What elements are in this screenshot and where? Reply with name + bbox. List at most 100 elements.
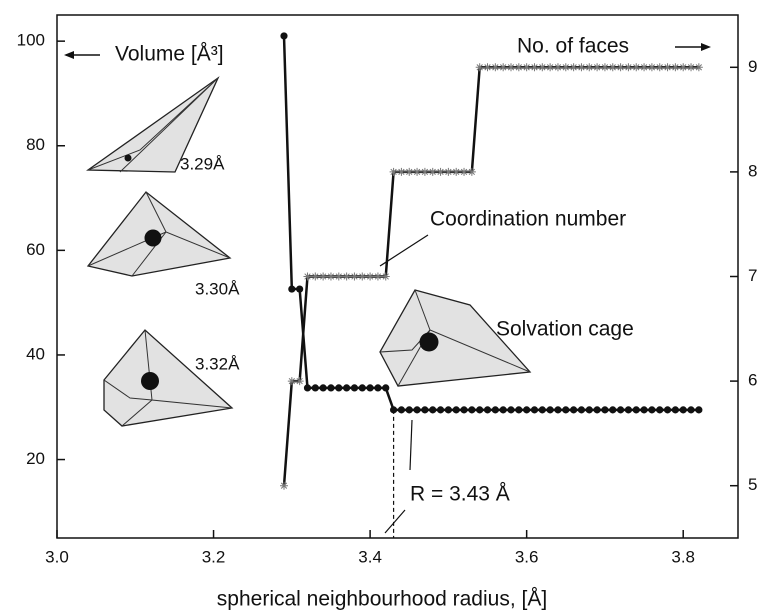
point	[647, 63, 656, 72]
point	[616, 406, 625, 414]
x-tick-label: 3.4	[358, 547, 382, 566]
x-tick-label: 3.2	[202, 547, 226, 566]
point	[601, 406, 609, 414]
point	[695, 406, 703, 414]
annotation-arrow	[384, 509, 406, 534]
polyhedron-large	[103, 329, 234, 427]
annotation: 3.29Å	[180, 154, 225, 173]
point	[624, 63, 633, 72]
point	[467, 167, 476, 176]
point	[460, 406, 468, 414]
point	[538, 63, 547, 72]
point	[655, 63, 664, 72]
y2-tick-label: 7	[748, 266, 757, 285]
point	[663, 406, 672, 414]
point	[616, 63, 625, 72]
point	[382, 384, 390, 392]
annotation: 3.32Å	[195, 354, 240, 373]
point	[538, 406, 546, 414]
point	[624, 406, 633, 414]
polyhedron-mid	[86, 191, 232, 277]
point	[319, 272, 328, 281]
point	[366, 272, 375, 281]
point	[491, 63, 500, 72]
point	[679, 406, 687, 414]
point	[350, 272, 359, 281]
point	[648, 406, 656, 414]
y-tick-label: 40	[26, 344, 45, 363]
y2-tick-label: 9	[748, 57, 757, 76]
legend-arrow-head	[701, 43, 711, 51]
legend-arrow-head	[64, 51, 74, 59]
point	[319, 384, 327, 392]
y-tick-label: 80	[26, 135, 45, 154]
point	[311, 272, 320, 281]
point	[585, 63, 594, 72]
point	[397, 406, 406, 414]
point	[296, 285, 304, 293]
y-tick-label: 60	[26, 240, 45, 259]
point	[640, 406, 648, 414]
point	[413, 406, 421, 414]
point	[436, 406, 445, 414]
point	[593, 63, 602, 72]
point	[476, 406, 484, 414]
point	[577, 406, 586, 414]
point	[507, 63, 515, 72]
point	[554, 406, 562, 414]
point	[609, 406, 617, 414]
point	[421, 406, 429, 414]
point	[514, 63, 523, 72]
point	[671, 406, 679, 414]
point	[389, 167, 398, 176]
point	[663, 63, 672, 72]
point	[687, 63, 696, 72]
point	[295, 377, 304, 386]
point	[397, 167, 406, 176]
point	[546, 63, 555, 72]
point	[358, 384, 366, 392]
point	[287, 377, 296, 386]
point	[632, 63, 641, 72]
point	[420, 167, 429, 176]
point	[687, 406, 695, 414]
point	[327, 384, 335, 392]
x-tick-label: 3.0	[45, 547, 69, 566]
y2-tick-label: 6	[748, 371, 757, 390]
point	[428, 167, 437, 176]
point	[562, 406, 570, 414]
point	[405, 167, 414, 176]
point	[507, 406, 515, 414]
point	[452, 406, 460, 414]
point	[335, 384, 343, 392]
point	[366, 384, 374, 392]
point	[483, 406, 492, 414]
x-tick-label: 3.8	[671, 547, 695, 566]
point	[288, 285, 296, 293]
polyhedron-cage	[379, 289, 532, 387]
legend-label: Volume [Å³]	[115, 43, 224, 66]
y-tick-label: 100	[17, 31, 45, 50]
point	[569, 63, 578, 72]
point	[640, 63, 649, 72]
point	[444, 167, 453, 176]
point	[499, 406, 507, 414]
point	[280, 32, 288, 40]
point	[350, 384, 359, 392]
point	[303, 384, 312, 392]
annotation-arrow	[409, 419, 413, 471]
x-tick-label: 3.6	[515, 547, 539, 566]
point	[523, 406, 531, 414]
point	[303, 272, 312, 281]
point	[311, 384, 319, 392]
point	[671, 63, 680, 72]
point	[373, 272, 382, 281]
point	[515, 406, 523, 414]
y2-tick-label: 8	[748, 161, 757, 180]
point	[444, 406, 452, 414]
point	[656, 406, 664, 414]
annotation: 3.30Å	[195, 279, 240, 298]
y2-tick-label: 5	[748, 475, 757, 494]
point	[593, 406, 601, 414]
